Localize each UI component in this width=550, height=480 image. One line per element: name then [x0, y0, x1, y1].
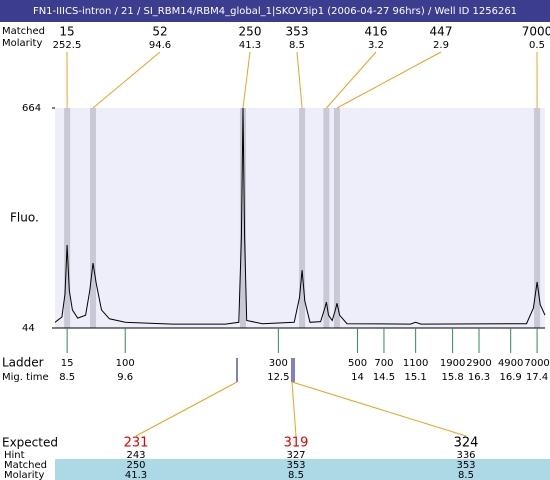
expected-value: 324: [454, 436, 479, 451]
peak-molarity: 2.9: [433, 40, 449, 51]
expected-link: [135, 381, 238, 437]
expected-value: 319: [284, 436, 309, 451]
peaks-label: Matched: [2, 26, 45, 37]
peak-band: [64, 108, 71, 328]
expected-label: Expected: [2, 436, 58, 450]
peak-size: 416: [365, 25, 388, 39]
ladder-label: Ladder: [2, 356, 44, 370]
row-label: Hint: [4, 450, 25, 461]
row-label: Molarity: [4, 470, 44, 480]
ladder-size: 100: [116, 358, 135, 369]
row-value: 243: [126, 450, 145, 461]
peak-size: 52: [152, 25, 167, 39]
ladder-size: 1100: [403, 358, 428, 369]
row-value: 8.5: [458, 470, 474, 480]
peak-molarity: 3.2: [368, 40, 384, 51]
ladder-time: 16.3: [468, 372, 490, 383]
peak-band: [323, 108, 330, 328]
ladder-time: 14: [351, 372, 364, 383]
peak-size: 250: [239, 25, 262, 39]
ladder-size: 1900: [440, 358, 465, 369]
row-value: 41.3: [125, 470, 147, 480]
row-value: 327: [286, 450, 305, 461]
peak-link: [242, 51, 251, 109]
y-tick-label: 664: [22, 103, 41, 114]
peak-band: [333, 108, 340, 328]
peak-band: [90, 108, 97, 328]
y-tick-label: 44: [22, 323, 35, 334]
row-value: 353: [456, 460, 475, 471]
ladder-time: 8.5: [59, 372, 75, 383]
peak-link: [296, 51, 303, 109]
ladder-time: 12.5: [267, 372, 289, 383]
peak-molarity: 0.5: [529, 40, 545, 51]
ladder-size: 300: [269, 358, 288, 369]
expected-link: [291, 381, 467, 437]
ladder-time: 15.1: [405, 372, 427, 383]
peak-band: [239, 108, 246, 328]
row-value: 250: [126, 460, 145, 471]
peak-band: [299, 108, 306, 328]
y-axis-label: Fluo.: [10, 211, 39, 225]
trace: [54, 107, 546, 325]
mig-time-label: Mig. time: [2, 372, 49, 383]
ladder-size: 15: [61, 358, 74, 369]
ladder-time: 9.6: [117, 372, 133, 383]
ladder-size: 4900: [498, 358, 523, 369]
peak-size: 7000: [522, 25, 550, 39]
peak-molarity: 94.6: [149, 40, 171, 51]
header-title: FN1-IIICS-intron / 21 / SI_RBM14/RBM4_gl…: [33, 6, 517, 17]
peak-link: [92, 51, 161, 109]
ladder-size: 500: [348, 358, 367, 369]
row-value: 8.5: [288, 470, 304, 480]
peak-size: 447: [430, 25, 453, 39]
ladder-size: 2900: [466, 358, 491, 369]
peak-size: 353: [286, 25, 309, 39]
molarity-label: Molarity: [2, 38, 42, 49]
expected-link: [291, 381, 297, 437]
expected-value: 231: [124, 436, 149, 451]
peak-link: [336, 51, 442, 109]
row-value: 336: [456, 450, 475, 461]
peak-molarity: 41.3: [239, 40, 261, 51]
ladder-time: 14.5: [373, 372, 395, 383]
row-value: 353: [286, 460, 305, 471]
peak-molarity: 8.5: [289, 40, 305, 51]
peak-band: [534, 108, 541, 328]
header-bar: [0, 0, 550, 22]
matched-row-bg: [55, 459, 550, 480]
ladder-time: 17.4: [526, 372, 548, 383]
row-label: Matched: [4, 460, 47, 471]
ladder-time: 15.8: [441, 372, 463, 383]
ladder-size: 700: [374, 358, 393, 369]
peak-link: [326, 51, 377, 109]
peak-molarity: 252.5: [53, 40, 82, 51]
peak-size: 15: [59, 25, 74, 39]
ladder-size: 7000: [524, 358, 549, 369]
ladder-time: 16.9: [500, 372, 522, 383]
